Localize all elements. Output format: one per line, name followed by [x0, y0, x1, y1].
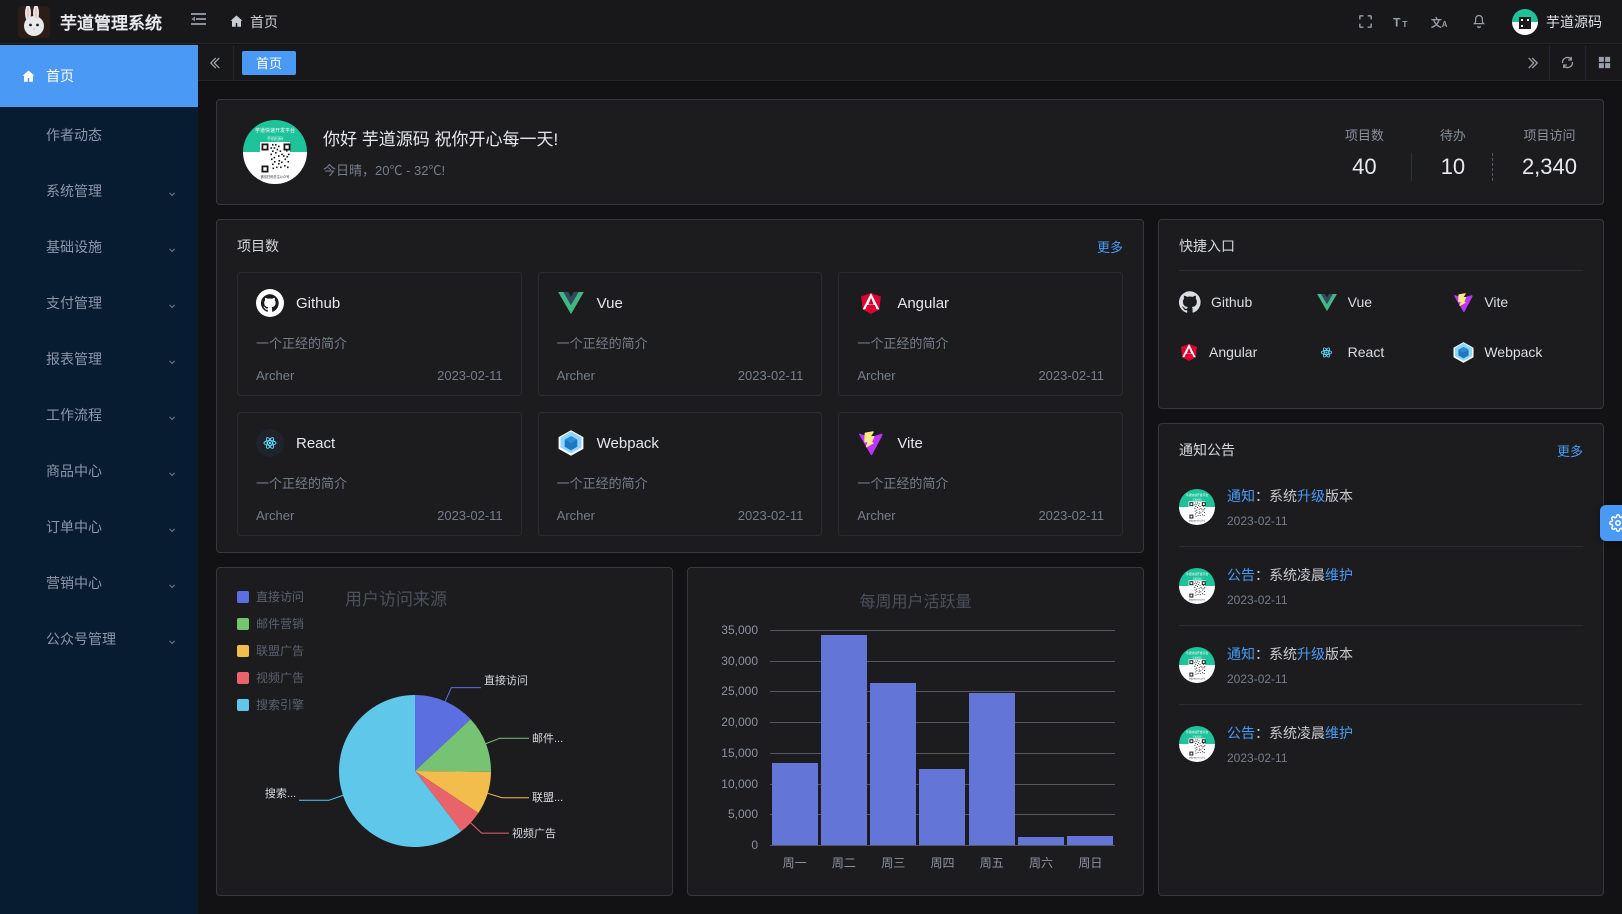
svg-text:邮件...: 邮件...	[532, 732, 563, 745]
svg-text:联盟...: 联盟...	[532, 791, 563, 804]
svg-text:搜索...: 搜索...	[265, 786, 296, 800]
svg-text:T: T	[1393, 15, 1401, 29]
svg-text:A: A	[1442, 20, 1448, 29]
svg-text:直接访问: 直接访问	[484, 673, 528, 687]
svg-text:文: 文	[1431, 16, 1442, 29]
svg-text:T: T	[1402, 19, 1408, 29]
svg-text:视频广告: 视频广告	[512, 826, 556, 840]
